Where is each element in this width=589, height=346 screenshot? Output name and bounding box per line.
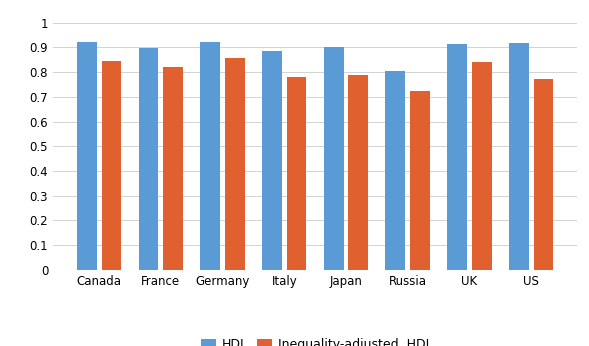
Bar xyxy=(101,61,121,270)
Bar xyxy=(77,42,97,270)
Bar xyxy=(200,42,220,270)
Bar xyxy=(472,62,492,270)
Bar xyxy=(410,91,430,270)
Bar xyxy=(138,48,158,270)
Bar xyxy=(324,47,343,270)
Bar xyxy=(385,71,405,270)
Bar xyxy=(163,67,183,270)
Bar xyxy=(509,43,529,270)
Bar xyxy=(287,77,306,270)
Legend: HDI, Inequality-adjusted  HDI: HDI, Inequality-adjusted HDI xyxy=(196,333,435,346)
Bar xyxy=(225,57,245,270)
Bar xyxy=(534,79,554,270)
Bar xyxy=(262,51,282,270)
Bar xyxy=(447,44,467,270)
Bar xyxy=(349,75,368,270)
